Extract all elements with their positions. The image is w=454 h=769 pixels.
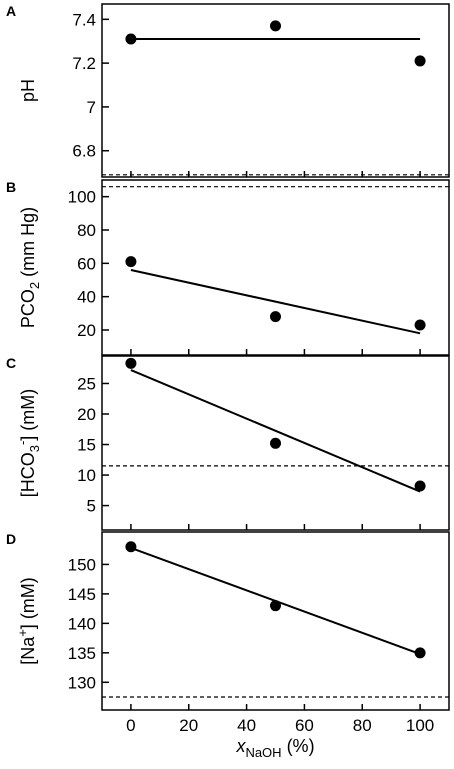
y-tick-label: 15 — [77, 436, 96, 455]
y-tick-label: 7.2 — [72, 54, 96, 73]
y-label-unit: ] (mM) — [18, 389, 38, 441]
y-label-unit: ] (mM) — [18, 577, 38, 629]
y-label-main: pH — [18, 79, 38, 102]
y-tick-label: 10 — [77, 466, 96, 485]
plot-frame — [101, 179, 450, 356]
y-label-main: [HCO — [18, 452, 38, 497]
y-tick-label: 135 — [68, 644, 96, 663]
plot-frame — [101, 355, 450, 531]
x-tick-label: 100 — [406, 716, 434, 735]
fit-line — [130, 369, 421, 493]
y-axis-label: PCO2 (mm Hg) — [18, 207, 42, 328]
y-label-unit: (mm Hg) — [18, 207, 38, 282]
x-tick-label: 80 — [353, 716, 372, 735]
y-label-sub: 2 — [27, 282, 42, 289]
panels: A 6.8 7 7.2 7.4 pH B 20 40 60 80 100 PCO2 (mm Hg) C 5 1… — [6, 3, 450, 711]
data-point — [125, 541, 137, 553]
data-point — [414, 55, 426, 67]
y-label-sub: 3 — [27, 445, 42, 452]
y-tick-label: 6.8 — [72, 142, 96, 161]
panel-letter: D — [6, 531, 16, 547]
x-tick-label: 60 — [295, 716, 314, 735]
panel-c: C 5 10 15 20 25 [HCO3-] (mM) — [6, 355, 450, 531]
plot-frame — [101, 531, 450, 711]
data-point — [270, 600, 281, 612]
fit-line — [130, 269, 421, 335]
y-tick-label: 25 — [77, 374, 96, 393]
y-tick-label: 100 — [68, 188, 96, 207]
y-axis-label: [HCO3-] (mM) — [15, 389, 42, 498]
panel-b: B 20 40 60 80 100 PCO2 (mm Hg) — [6, 179, 450, 356]
data-point — [270, 437, 281, 449]
x-tick-label: 40 — [237, 716, 256, 735]
y-tick-label: 20 — [77, 405, 96, 424]
y-tick-label: 140 — [68, 614, 96, 633]
data-point — [125, 33, 137, 45]
y-label-main: [Na — [18, 636, 38, 665]
x-axis-label: xNaOH (%) — [235, 736, 314, 760]
y-axis-label: [Na+] (mM) — [15, 577, 38, 665]
y-tick-label: 7 — [87, 98, 96, 117]
y-tick-label: 7.4 — [72, 10, 96, 29]
y-tick-label: 40 — [77, 288, 96, 307]
data-point — [125, 256, 137, 268]
data-point — [270, 20, 281, 32]
x-label-unit: (%) — [282, 736, 315, 756]
y-tick-label: 130 — [68, 673, 96, 692]
y-tick-label: 60 — [77, 254, 96, 273]
plot-frame — [101, 3, 450, 178]
y-label-main: PCO — [18, 289, 38, 328]
data-point — [414, 647, 426, 659]
data-point — [125, 357, 137, 369]
y-tick-label: 5 — [87, 497, 96, 516]
y-tick-label: 150 — [68, 555, 96, 574]
x-label-main: x — [235, 736, 246, 756]
x-label-sub: NaOH — [245, 745, 281, 760]
y-axis-label: pH — [18, 79, 38, 102]
data-point — [414, 480, 426, 492]
panel-letter: C — [6, 355, 16, 371]
panel-letter: A — [6, 3, 16, 19]
x-tick-label: 0 — [126, 716, 135, 735]
panel-a: A 6.8 7 7.2 7.4 pH — [6, 3, 450, 178]
y-label-sup: + — [15, 629, 30, 637]
panel-d: D 130 135 140 145 150 [Na+] (mM) — [6, 531, 450, 711]
x-tick-label: 20 — [179, 716, 198, 735]
data-point — [414, 319, 426, 331]
panel-letter: B — [6, 179, 16, 195]
y-tick-label: 145 — [68, 585, 96, 604]
y-label-sup: - — [15, 441, 30, 445]
x-axis: 0 20 40 60 80 100 xNaOH (%) — [126, 716, 434, 760]
y-tick-label: 80 — [77, 221, 96, 240]
data-point — [270, 311, 281, 323]
y-tick-label: 20 — [77, 321, 96, 340]
